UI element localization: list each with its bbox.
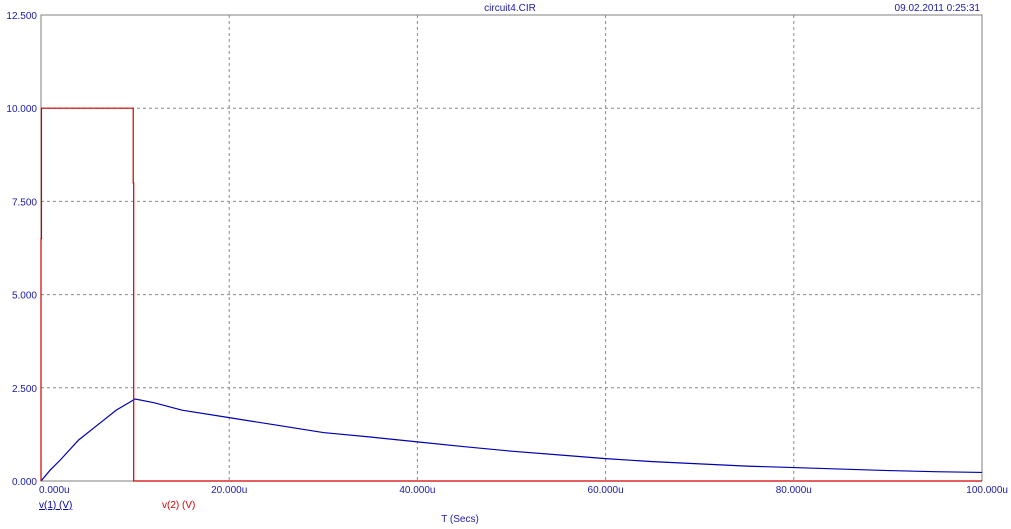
- x-tick-label: 80.000u: [776, 485, 812, 496]
- x-axis-label: T (Secs): [441, 514, 479, 525]
- series-layer: [40, 107, 983, 482]
- x-axis-ticks: 0.000u 20.000u 40.000u 60.000u 80.000u 100.00…: [39, 485, 1008, 496]
- legend-entry-v2[interactable]: v(2) (V): [162, 500, 195, 511]
- timestamp: 09.02.2011 0:25:31: [895, 3, 981, 14]
- legend-entry-v1[interactable]: v(1) (V): [39, 500, 72, 511]
- x-tick-label: 0.000u: [39, 485, 70, 496]
- x-tick-label: 20.000u: [211, 485, 247, 496]
- x-tick-label: 100.000u: [966, 485, 1008, 496]
- y-tick-label: 12.500: [6, 11, 37, 22]
- y-tick-label: 5.000: [12, 291, 37, 302]
- y-axis-ticks: 0.000 2.500 5.000 7.500 10.000 12.500: [6, 11, 37, 488]
- plot-frame: [40, 14, 983, 482]
- chart-title: circuit4.CIR: [484, 3, 536, 14]
- grid: [41, 15, 982, 481]
- y-tick-label: 2.500: [12, 384, 37, 395]
- x-tick-label: 60.000u: [588, 485, 624, 496]
- y-tick-label: 10.000: [6, 104, 37, 115]
- series-line-1: [40, 398, 983, 482]
- y-tick-label: 0.000: [12, 477, 37, 488]
- series-line-2: [40, 107, 982, 482]
- x-tick-label: 40.000u: [399, 485, 435, 496]
- y-tick-label: 7.500: [12, 197, 37, 208]
